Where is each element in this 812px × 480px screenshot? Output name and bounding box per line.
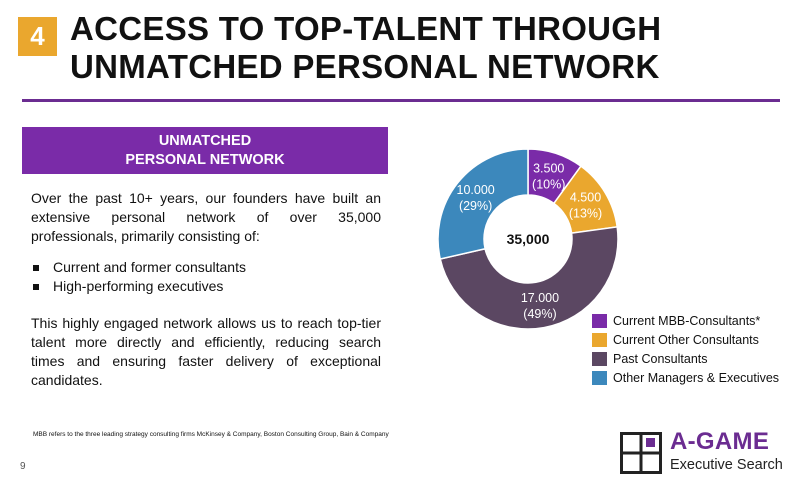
slice-value-label: 17.000 (521, 291, 559, 305)
section-number-badge: 4 (18, 17, 57, 56)
slice-percent-label: (13%) (569, 207, 602, 221)
legend-item: Current MBB-Consultants* (592, 311, 779, 330)
slice-value-label: 10.000 (457, 183, 495, 197)
title-line-1: ACCESS TO TOP-TALENT THROUGH (70, 10, 662, 47)
legend-swatch (592, 351, 607, 366)
bullet-list: Current and former consultants High-perf… (31, 258, 246, 296)
legend-item: Other Managers & Executives (592, 368, 779, 387)
legend-label: Past Consultants (613, 351, 708, 366)
logo-wordmark: A-GAME (670, 428, 770, 455)
title-divider (22, 99, 780, 102)
title-line-2: UNMATCHED PERSONAL NETWORK (70, 48, 660, 85)
bullet-square-icon (33, 284, 39, 290)
footnote: MBB refers to the three leading strategy… (33, 431, 389, 438)
slice-percent-label: (49%) (523, 307, 556, 321)
slice-value-label: 4.500 (570, 191, 601, 205)
donut-slice (437, 148, 529, 260)
bullet-text: High-performing executives (53, 278, 224, 294)
legend-label: Current Other Consultants (613, 332, 759, 347)
legend-item: Past Consultants (592, 349, 779, 368)
closing-paragraph: This highly engaged network allows us to… (31, 315, 381, 388)
donut-slice (439, 226, 619, 330)
bullet-text: Current and former consultants (53, 259, 246, 275)
slice-percent-label: (10%) (532, 177, 565, 191)
logo-tagline: Executive Search (670, 457, 783, 473)
a-game-logo-icon (620, 432, 662, 474)
banner-line-2: PERSONAL NETWORK (125, 151, 285, 168)
legend-swatch (592, 332, 607, 347)
slice-percent-label: (29%) (459, 199, 492, 213)
page-number: 9 (20, 461, 26, 472)
bullet-square-icon (33, 265, 39, 271)
legend-swatch (592, 370, 607, 385)
banner-line-1: UNMATCHED (158, 132, 252, 149)
section-banner: UNMATCHED PERSONAL NETWORK (22, 127, 388, 174)
legend-swatch (592, 313, 607, 328)
page-title: ACCESS TO TOP-TALENT THROUGH UNMATCHED P… (70, 10, 661, 86)
intro-paragraph: Over the past 10+ years, our founders ha… (31, 190, 381, 244)
donut-center-label: 35,000 (507, 231, 550, 247)
legend-label: Current MBB-Consultants* (613, 313, 761, 328)
slice-value-label: 3.500 (533, 161, 564, 175)
chart-legend: Current MBB-Consultants* Current Other C… (592, 311, 779, 387)
list-item: Current and former consultants (31, 258, 246, 277)
list-item: High-performing executives (31, 277, 246, 296)
legend-label: Other Managers & Executives (613, 370, 780, 385)
legend-item: Current Other Consultants (592, 330, 779, 349)
